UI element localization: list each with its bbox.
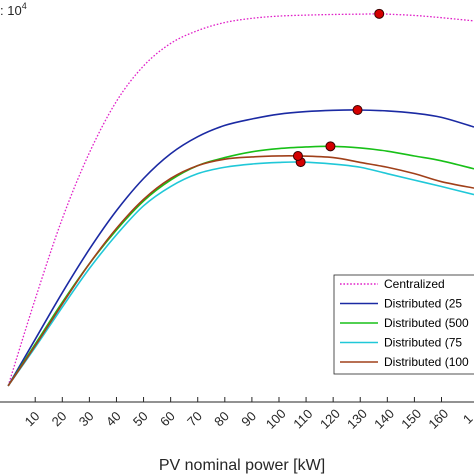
- x-tick-label-110: 110: [290, 406, 315, 431]
- x-tick-label-30: 30: [76, 408, 97, 429]
- legend-label-distributed-75: Distributed (75: [384, 336, 462, 350]
- x-tick-label-clipped: 1: [460, 411, 474, 427]
- x-tick-label-120: 120: [317, 406, 343, 432]
- y-multiplier-base: : 10: [0, 3, 22, 18]
- optimum-marker-centralized: [374, 8, 385, 19]
- x-tick-label-150: 150: [398, 406, 424, 432]
- optimum-marker-distributed-500: [325, 141, 336, 152]
- series-line-distributed-75: [7, 161, 474, 387]
- series-layer: [7, 13, 474, 387]
- legend-label-distributed-100: Distributed (100: [384, 355, 469, 369]
- x-tick-label-160: 160: [425, 406, 451, 432]
- optimum-marker-distributed-25: [352, 104, 363, 115]
- x-tick-label-90: 90: [238, 408, 259, 429]
- legend: Centralized Distributed (25 Distributed (5…: [333, 274, 474, 375]
- y-multiplier: : 104: [0, 1, 27, 18]
- legend-box: [333, 274, 474, 375]
- x-tick-label-40: 40: [103, 408, 124, 429]
- series-line-centralized: [7, 13, 474, 387]
- x-tick-label-70: 70: [184, 408, 205, 429]
- y-multiplier-exponent: 4: [22, 1, 27, 11]
- legend-label-distributed-500: Distributed (500: [384, 316, 469, 330]
- series-line-distributed-100: [7, 155, 474, 387]
- optimum-markers: [292, 8, 385, 168]
- x-tick-label-20: 20: [49, 408, 70, 429]
- optimum-marker-distributed-100: [292, 150, 303, 161]
- x-tick-label-100: 100: [263, 406, 289, 432]
- x-tick-label-130: 130: [344, 406, 370, 432]
- x-tick-label-140: 140: [371, 406, 397, 432]
- series-line-distributed-25: [7, 109, 474, 387]
- legend-entries: Centralized Distributed (25 Distributed (5…: [340, 277, 469, 369]
- x-tick-label-80: 80: [211, 408, 232, 429]
- x-tick-label-50: 50: [130, 408, 151, 429]
- legend-label-centralized: Centralized: [384, 277, 445, 291]
- x-tick-label-10: 10: [22, 408, 43, 429]
- legend-label-distributed-25: Distributed (25: [384, 297, 462, 311]
- x-axis-label: PV nominal power [kW]: [159, 457, 325, 474]
- x-tick-label-60: 60: [157, 408, 178, 429]
